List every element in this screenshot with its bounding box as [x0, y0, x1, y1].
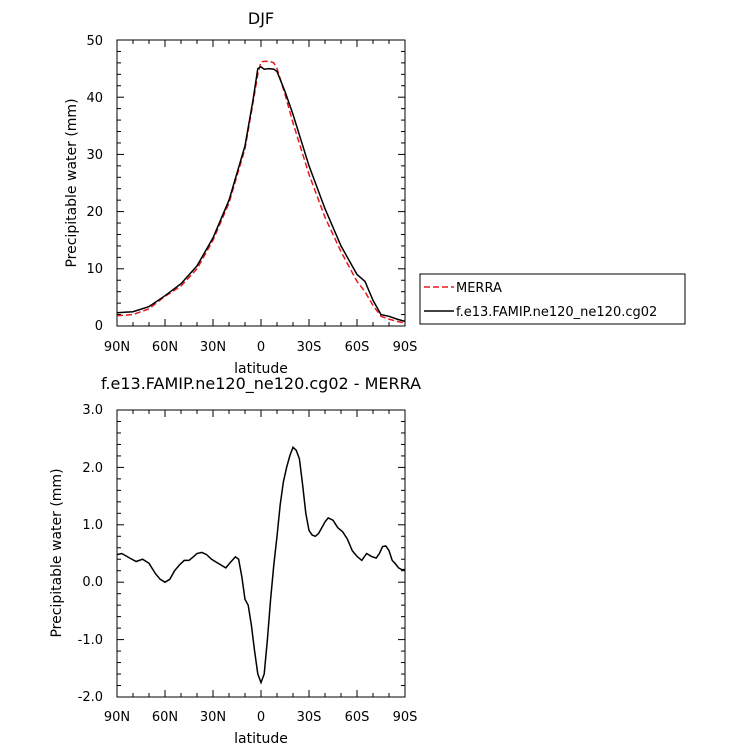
top-series-model-line: [116, 66, 406, 323]
top-y-tick-label: 40: [86, 91, 103, 106]
top-y-tick-label: 10: [86, 262, 103, 277]
top-y-tick-label: 20: [86, 205, 103, 220]
top-y-tick-label: 50: [86, 34, 103, 49]
bottom-x-tick-label: 60N: [152, 710, 178, 725]
bottom-y-tick-label: -1.0: [78, 633, 103, 648]
top-x-tick-label: 0: [257, 340, 265, 355]
bottom-y-tick-label: -2.0: [78, 690, 103, 705]
top-plot-frame: [116, 39, 406, 327]
top-plot-title: DJF: [248, 9, 274, 28]
top-y-axis-title: Precipitable water (mm): [64, 98, 80, 267]
top-x-tick-label: 90N: [104, 340, 130, 355]
top-x-tick-label: 60S: [345, 340, 370, 355]
bottom-x-axis-title: latitude: [234, 731, 288, 747]
top-y-tick-label: 0: [95, 319, 103, 334]
bottom-x-tick-label: 30S: [297, 710, 322, 725]
legend-merra-label: MERRA: [456, 281, 502, 296]
bottom-plot-title: f.e13.FAMIP.ne120_ne120.cg02 - MERRA: [101, 374, 421, 394]
top-x-tick-label: 60N: [152, 340, 178, 355]
bottom-x-tick-label: 30N: [200, 710, 226, 725]
bottom-plot-frame: [116, 409, 406, 698]
top-x-axis-title: latitude: [234, 361, 288, 377]
bottom-y-tick-label: 0.0: [82, 575, 103, 590]
top-x-tick-label: 30S: [297, 340, 322, 355]
bottom-x-tick-label: 90N: [104, 710, 130, 725]
bottom-x-tick-label: 90S: [393, 710, 418, 725]
top-axis-ticks: [116, 39, 406, 327]
bottom-axis-ticks: [116, 409, 406, 698]
bottom-x-tick-label: 0: [257, 710, 265, 725]
top-x-tick-label: 90S: [393, 340, 418, 355]
top-series-merra-line: [116, 60, 406, 324]
bottom-y-tick-label: 2.0: [82, 461, 103, 476]
bottom-difference-line: [116, 446, 405, 685]
bottom-y-axis-title: Precipitable water (mm): [49, 468, 65, 637]
bottom-y-tick-label: 3.0: [82, 403, 103, 418]
legend-model-label: f.e13.FAMIP.ne120_ne120.cg02: [456, 305, 657, 320]
legend-box: [419, 273, 686, 325]
legend: MERRA f.e13.FAMIP.ne120_ne120.cg02: [419, 273, 686, 325]
top-panel: DJF 90S 60S 30S 0 30N 60N 90N 0 10 20 30…: [64, 9, 686, 377]
top-y-tick-label: 30: [86, 148, 103, 163]
bottom-y-tick-label: 1.0: [82, 518, 103, 533]
top-x-tick-label: 30N: [200, 340, 226, 355]
bottom-x-tick-label: 60S: [345, 710, 370, 725]
bottom-panel: f.e13.FAMIP.ne120_ne120.cg02 - MERRA 90N…: [49, 374, 421, 747]
